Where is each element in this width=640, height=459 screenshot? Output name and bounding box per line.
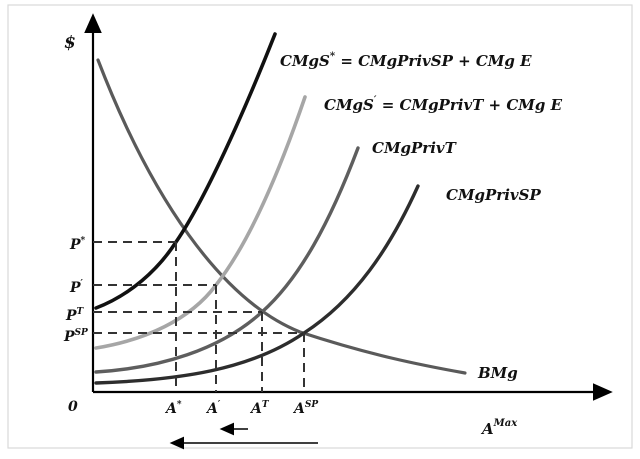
- cmgs-star-curve: [94, 32, 277, 310]
- origin-label: 0: [68, 399, 78, 415]
- label-bmg: BMg: [477, 364, 518, 382]
- y-tick-p-prime: P′: [69, 279, 84, 296]
- equilibrium-guides: [93, 241, 305, 392]
- y-tick-p-star: P*: [69, 236, 86, 253]
- x-tick-a-t: AT: [249, 400, 270, 417]
- label-cmgprivt: CMgPrivT: [372, 139, 458, 157]
- x-tick-a-sp: ASP: [292, 400, 318, 417]
- x-tick-a-prime: A′: [205, 400, 221, 417]
- y-axis-label: $: [64, 33, 76, 53]
- label-cmgs-prime: CMgS′ = CMgPrivT + CMg E: [324, 95, 563, 114]
- cmgs-prime-curve: [94, 95, 307, 350]
- label-cmgs-star: CMgS* = CMgPrivSP + CMg E: [280, 51, 532, 70]
- y-tick-p-t: PT: [65, 307, 85, 324]
- x-axis-end-label: AMax: [480, 418, 518, 438]
- x-tick-a-star: A*: [164, 400, 182, 417]
- figure-frame: [7, 4, 633, 449]
- y-tick-p-sp: PSP: [63, 328, 88, 345]
- bmg-curve: [96, 58, 467, 375]
- label-cmgprivsp: CMgPrivSP: [446, 186, 541, 204]
